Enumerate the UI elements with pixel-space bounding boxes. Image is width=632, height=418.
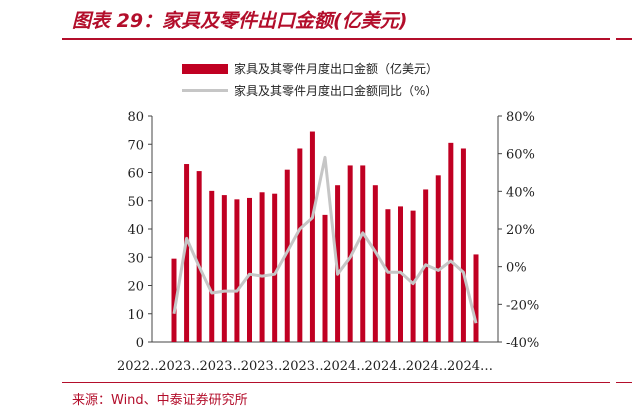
x-tick-label: 2024… — [323, 359, 369, 374]
x-tick-label: 2022… — [117, 359, 163, 374]
bar-export-value — [435, 175, 441, 342]
adjacent-source-rule — [616, 382, 632, 383]
title-rule — [62, 38, 610, 40]
bar-export-value — [184, 164, 190, 342]
bar-export-value — [247, 197, 252, 342]
bar-export-value — [385, 209, 391, 342]
x-tick-label: 2024… — [406, 359, 452, 374]
x-tick-label: 2023… — [282, 359, 328, 374]
bar-export-value — [272, 193, 278, 342]
legend-swatch-line — [182, 89, 228, 92]
left-tick-label: 20 — [127, 280, 144, 295]
left-tick-label: 70 — [127, 138, 144, 153]
figure-title: 图表 29：家具及零件出口金额(亿美元) — [72, 10, 408, 32]
legend-item-export-value: 家具及其零件月度出口金额（亿美元） — [182, 60, 438, 77]
tick-labels: 0 10 20 30 40 50 60 70 80 -40% -20% 0% 20% 40% 60% 80% 2… — [117, 110, 539, 374]
adjacent-title-rule — [616, 38, 632, 40]
right-tick-label: 0% — [506, 261, 527, 276]
left-tick-label: 0 — [136, 336, 144, 351]
bar-export-value — [297, 148, 303, 342]
bar-export-value — [221, 195, 227, 342]
legend-label-export-yoy: 家具及其零件月度出口金额同比（%） — [234, 84, 438, 98]
source-rule — [62, 382, 610, 383]
x-tick-label: 2024… — [364, 359, 410, 374]
bar-export-value — [372, 185, 378, 342]
right-tick-label: 20% — [506, 223, 535, 238]
x-tick-label: 2023… — [199, 359, 245, 374]
bar-export-value — [347, 165, 353, 342]
x-tick-label: 2024… — [447, 359, 493, 374]
bar-export-value — [410, 210, 416, 342]
legend-item-export-yoy: 家具及其零件月度出口金额同比（%） — [182, 82, 437, 99]
right-tick-label: 40% — [506, 185, 535, 200]
left-tick-label: 60 — [127, 167, 144, 182]
left-tick-label: 50 — [127, 195, 144, 210]
bar-export-value — [196, 171, 202, 342]
bar-export-value — [209, 190, 215, 342]
left-tick-label: 80 — [127, 110, 144, 125]
line-series — [172, 155, 478, 324]
bar-export-value — [309, 131, 315, 342]
legend-swatch-bar — [182, 63, 228, 74]
x-tick-label: 2023… — [158, 359, 204, 374]
source-note: 来源：Wind、中泰证券研究所 — [72, 393, 248, 408]
line-export-yoy — [172, 155, 478, 324]
x-tick-label: 2023… — [241, 359, 287, 374]
bar-export-value — [171, 258, 177, 342]
bar-export-value — [460, 148, 466, 342]
legend-label-export-value: 家具及其零件月度出口金额（亿美元） — [234, 62, 439, 76]
bar-export-value — [322, 214, 328, 342]
left-tick-label: 10 — [127, 308, 144, 323]
right-tick-label: -40% — [506, 336, 539, 351]
right-tick-label: 80% — [506, 110, 535, 125]
right-tick-label: 60% — [506, 148, 535, 163]
bar-export-value — [284, 169, 290, 342]
left-tick-label: 40 — [127, 223, 144, 238]
bar-export-value — [360, 165, 366, 342]
bar-export-value — [473, 254, 479, 342]
right-tick-label: -20% — [506, 298, 539, 313]
bar-export-value — [448, 142, 454, 342]
bar-export-value — [259, 192, 265, 342]
bar-export-value — [234, 199, 240, 342]
left-tick-label: 30 — [127, 251, 144, 266]
